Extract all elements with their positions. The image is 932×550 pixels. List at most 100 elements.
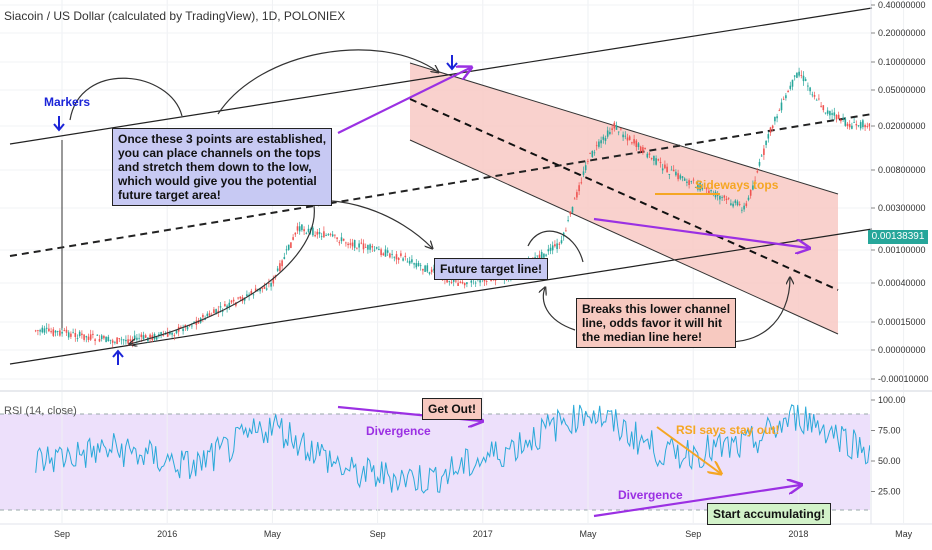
candle-body — [600, 140, 602, 144]
candle-body — [800, 75, 803, 76]
candle-body — [149, 334, 151, 339]
candle-body — [419, 265, 422, 267]
candle-body — [270, 282, 272, 287]
candle-body — [675, 171, 677, 176]
candle-body — [824, 112, 827, 114]
candle-body — [908, 118, 910, 120]
candle-body — [686, 181, 688, 183]
rsi-title: RSI (14, close) — [4, 405, 77, 417]
candle-body — [926, 132, 928, 133]
rsi-line — [35, 404, 870, 494]
candle-body — [615, 125, 618, 130]
rsi-band — [0, 414, 870, 510]
candle-body — [620, 128, 622, 130]
candle-body — [98, 339, 101, 342]
candle-body — [314, 234, 316, 237]
candle-body — [318, 232, 321, 235]
candle-body — [595, 145, 598, 147]
candle-body — [868, 123, 870, 127]
candle-body — [576, 192, 578, 198]
candle-body — [688, 180, 690, 185]
channel-median-line — [409, 98, 839, 291]
candle-body — [320, 236, 323, 238]
candle-body — [144, 335, 147, 338]
candle-body — [402, 258, 404, 261]
x-tick-label: May — [579, 529, 597, 539]
candle-body — [842, 117, 844, 119]
candle-body — [391, 253, 393, 255]
candle-body — [193, 321, 195, 324]
candle-body — [107, 336, 110, 342]
candle-body — [551, 245, 554, 251]
candle-body — [334, 234, 336, 236]
candle-body — [131, 339, 134, 344]
candle-body — [928, 136, 930, 137]
candle-body — [844, 118, 847, 126]
candle-body — [294, 232, 297, 235]
candle-body — [818, 98, 820, 100]
x-tick-label: Sep — [370, 529, 386, 539]
candle-body — [254, 288, 257, 292]
candle-body — [809, 87, 811, 92]
candle-body — [182, 328, 184, 332]
candle-body — [540, 252, 543, 259]
candle-body — [43, 328, 46, 333]
start-accumulating-callout: Start accumulating! — [707, 503, 832, 525]
candle-body — [811, 94, 814, 96]
candle-body — [727, 197, 730, 199]
candle-body — [791, 79, 794, 87]
candle-body — [422, 268, 424, 271]
candle-body — [547, 249, 550, 252]
candle-body — [697, 184, 699, 190]
candle-body — [780, 102, 783, 111]
up-marker-low — [112, 349, 124, 365]
candle-body — [360, 242, 363, 244]
candle-body — [831, 113, 833, 115]
candle-body — [65, 329, 68, 333]
candle-body — [617, 131, 620, 133]
candle-body — [650, 158, 653, 159]
candle-body — [298, 226, 301, 232]
candle-body — [272, 278, 275, 284]
candle-body — [637, 143, 640, 147]
candle-body — [237, 297, 239, 299]
candle-body — [875, 119, 877, 125]
candle-body — [466, 282, 468, 285]
candle-body — [796, 72, 798, 78]
candle-body — [807, 85, 809, 87]
x-tick-label: Sep — [54, 529, 70, 539]
candle-body — [639, 146, 642, 152]
candle-body — [474, 282, 477, 284]
candle-body — [430, 269, 433, 273]
candle-body — [701, 188, 704, 190]
candle-body — [305, 232, 308, 234]
candle-body — [219, 306, 222, 308]
candle-body — [114, 342, 116, 344]
candle-body — [565, 230, 567, 232]
candle-body — [736, 201, 739, 206]
candle-body — [633, 139, 635, 144]
future-target-callout: Future target line! — [434, 258, 549, 280]
candle-body — [749, 189, 752, 196]
candle-body — [362, 243, 365, 250]
candle-body — [571, 206, 574, 213]
candle-body — [96, 334, 99, 336]
candle-body — [296, 226, 299, 231]
candle-body — [699, 182, 701, 191]
curve-arrow-2 — [217, 49, 438, 115]
candle-body — [613, 122, 616, 129]
candle-body — [705, 188, 708, 190]
candle-body — [900, 114, 902, 117]
candle-body — [56, 331, 59, 332]
candle-body — [413, 263, 415, 265]
candle-body — [479, 280, 481, 283]
candle-body — [323, 231, 325, 238]
candle-body — [455, 280, 457, 282]
candle-body — [760, 155, 763, 157]
candle-body — [85, 336, 88, 338]
channel-note-callout: Once these 3 points are established, you… — [112, 128, 333, 206]
candle-body — [261, 287, 264, 289]
candle-body — [897, 119, 899, 120]
candle-body — [340, 237, 343, 242]
candle-body — [558, 243, 561, 245]
